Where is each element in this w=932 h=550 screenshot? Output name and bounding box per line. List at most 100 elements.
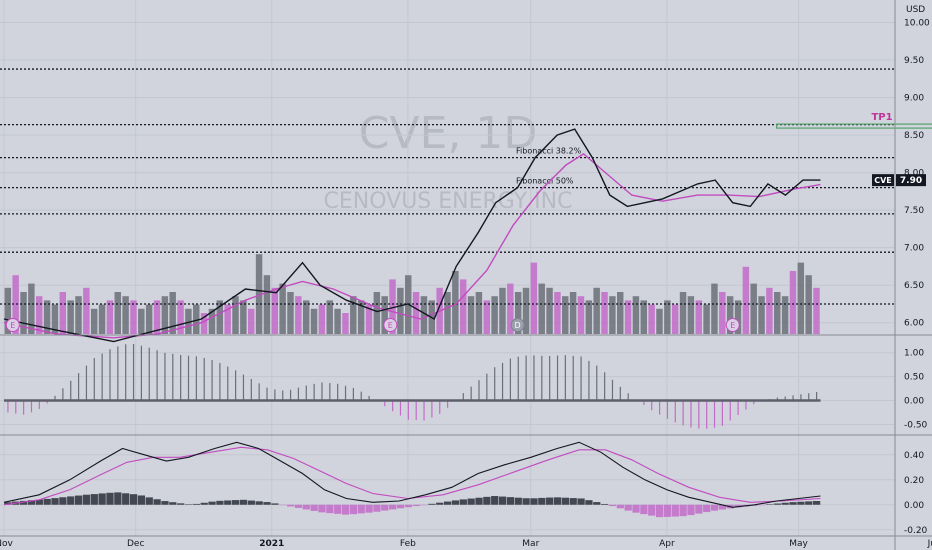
osc2-hist-bar (467, 498, 475, 505)
volume-bar (459, 279, 467, 334)
event-label: E (730, 321, 735, 330)
osc2-hist-bar (593, 502, 601, 505)
osc2-hist-bar (585, 500, 593, 505)
volume-bar (687, 296, 695, 334)
volume-bar (624, 300, 632, 334)
price-lines (3, 128, 821, 343)
volume-bar (695, 300, 702, 334)
osc2-hist-bar (561, 497, 569, 505)
volume-bars (4, 254, 820, 334)
osc2-hist-bar (805, 501, 813, 505)
volume-bar (161, 296, 169, 334)
osc2-hist-bar (114, 492, 122, 505)
volume-bar (648, 304, 655, 334)
volume-bar (640, 300, 648, 334)
osc2-hist-bar (27, 500, 36, 505)
volume-bar (774, 292, 781, 334)
osc2-hist-bar (451, 500, 460, 505)
osc2-hist-bar (797, 501, 805, 505)
osc2-tick-label: 0.20 (904, 476, 924, 486)
volume-bar (585, 300, 593, 334)
volume-bar (216, 300, 224, 334)
volume-bar (797, 262, 805, 334)
osc2-hist-bar (279, 504, 287, 506)
volume-bar (381, 296, 388, 334)
volume-bar (514, 292, 522, 334)
osc2-hist-bar (781, 502, 789, 505)
level-label: Fibonacci 38.2% (516, 147, 582, 156)
volume-bar (632, 296, 640, 334)
volume-bar (507, 283, 514, 334)
osc2-hist-bar (286, 504, 295, 507)
event-marker (725, 318, 740, 332)
volume-bar (679, 292, 687, 334)
osc2-hist-bar (679, 504, 687, 517)
volume-bar (452, 271, 459, 334)
price-tick-label: 6.50 (904, 281, 924, 291)
osc2-hist-bar (239, 499, 248, 505)
volume-bar (326, 300, 333, 334)
volume-bar (240, 300, 247, 334)
time-tick-label: 2021 (259, 539, 284, 549)
volume-bar (271, 287, 278, 334)
osc2-hist-bar (129, 494, 138, 505)
event-marker (383, 318, 398, 332)
event-label: E (388, 321, 393, 330)
osc2-hist-bar (538, 497, 546, 505)
volume-bar (538, 283, 545, 334)
volume-bar (279, 283, 286, 334)
osc2-hist-bar (655, 504, 664, 518)
osc2-hist-bar (255, 501, 263, 505)
last-price-tag: CVE 7.90 (872, 174, 926, 187)
volume-bar (138, 308, 145, 334)
volume-bar (664, 300, 671, 334)
volume-bar (318, 304, 326, 334)
osc2-hist-bar (334, 504, 342, 514)
volume-bar (295, 296, 302, 334)
time-tick-label: Nov (0, 539, 13, 549)
axes[interactable]: USD 10.00 9.50 9.00 8.50 8.00 7.50 7.00 6.50 6.0… (0, 5, 932, 549)
osc2-hist-bar (145, 497, 153, 505)
osc2-hist-bar (231, 500, 240, 505)
event-label: E (10, 321, 15, 330)
osc1-tick-label: -0.50 (904, 420, 928, 430)
volume-bar (4, 287, 12, 334)
volume-bar (389, 279, 396, 334)
volume-bar (75, 296, 82, 334)
osc2-hist-bar (373, 504, 381, 512)
event-marker (5, 318, 20, 332)
volume-bar (444, 292, 451, 334)
osc2-hist-bar (177, 503, 185, 505)
osc2-hist-bar (122, 493, 130, 505)
osc2-hist-bar (326, 504, 334, 514)
osc2-hist-bar (443, 501, 452, 505)
osc1-tick-label: 1.00 (904, 349, 924, 359)
volume-bar (224, 304, 231, 334)
osc2-hist-bar (718, 504, 727, 510)
volume-bar (36, 296, 43, 334)
watermark-ticker: CVE, 1D (359, 108, 537, 159)
osc2-hist-bar (137, 495, 146, 505)
volume-bar (813, 287, 820, 334)
volume-bar (530, 262, 538, 334)
osc2-hist-bar (302, 504, 310, 510)
price-tick-label: 8.00 (904, 169, 924, 179)
volume-bar (185, 308, 192, 334)
volume-bar (789, 271, 797, 334)
volume-bar (200, 313, 208, 334)
osc2-hist-bar (546, 497, 554, 505)
volume-bar (106, 300, 114, 334)
osc2-hist-bar (616, 504, 624, 509)
osc2-hist-bar (663, 504, 672, 517)
osc2-hist-bar (758, 504, 766, 506)
osc2-hist-bar (90, 494, 98, 505)
osc2-hist-bar (608, 504, 617, 507)
volume-bar (247, 308, 255, 334)
osc2-hist-bar (632, 504, 640, 513)
volume-bar (546, 287, 553, 334)
osc2-hist-bar (412, 504, 420, 507)
osc2-hist-bar (153, 499, 161, 505)
osc2-tick-label: 0.00 (904, 501, 924, 511)
volume-bar (130, 300, 137, 334)
